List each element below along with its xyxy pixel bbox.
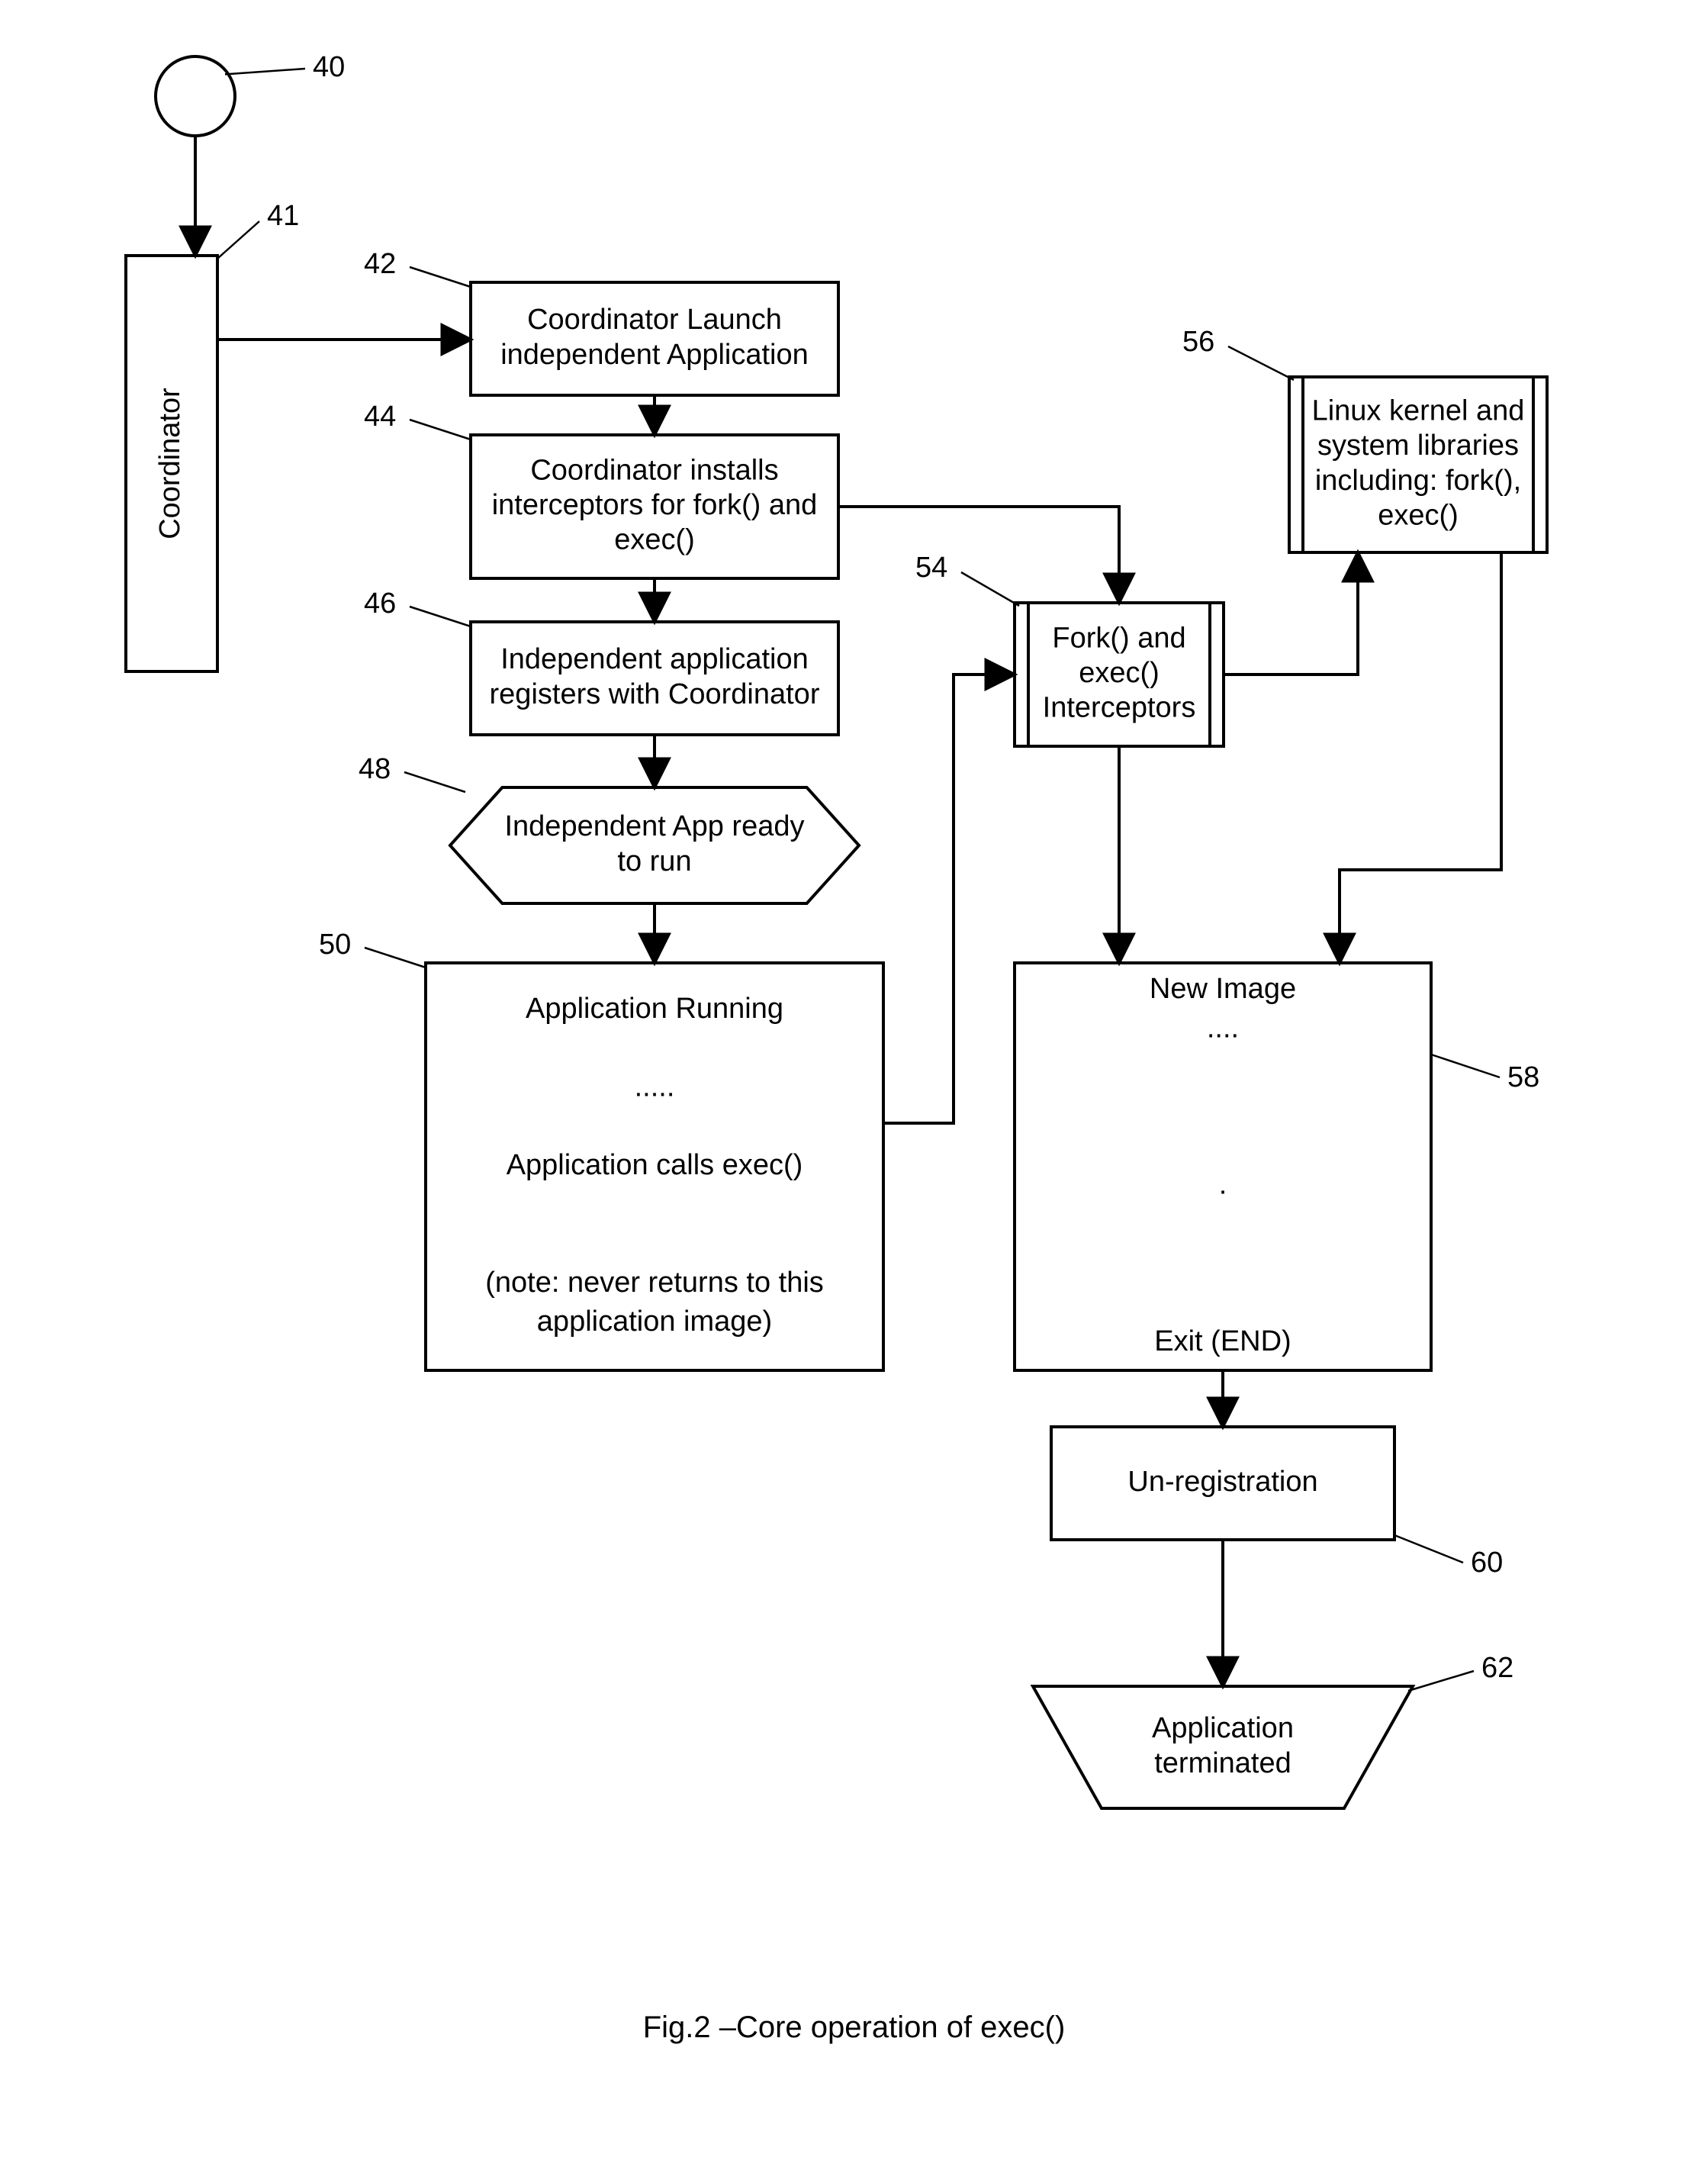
svg-text:60: 60 [1471,1547,1503,1579]
svg-text:(note: never returns to this: (note: never returns to this [485,1267,824,1299]
svg-text:42: 42 [364,248,396,280]
svg-text:independent Application: independent Application [500,339,809,371]
svg-text:Application: Application [1152,1712,1294,1744]
svg-text:....: .... [1207,1012,1239,1044]
svg-text:registers with Coordinator: registers with Coordinator [490,678,820,710]
svg-text:48: 48 [359,753,391,785]
svg-text:Exit (END): Exit (END) [1154,1325,1291,1357]
svg-text:exec(): exec() [1079,657,1160,689]
svg-text:.....: ..... [635,1071,675,1103]
svg-text:Fork() and: Fork() and [1052,622,1185,654]
svg-text:Interceptors: Interceptors [1043,692,1196,724]
svg-text:Coordinator: Coordinator [154,388,186,539]
svg-text:exec(): exec() [1378,499,1459,531]
svg-text:Fig.2 –Core operation of exec(: Fig.2 –Core operation of exec() [643,2011,1066,2044]
svg-text:Application calls exec(): Application calls exec() [507,1149,803,1181]
svg-text:Application Running: Application Running [526,993,783,1025]
svg-text:system libraries: system libraries [1317,430,1519,462]
svg-text:exec(): exec() [614,524,695,556]
svg-text:Coordinator installs: Coordinator installs [530,454,778,486]
svg-text:Coordinator Launch: Coordinator Launch [527,304,782,336]
svg-text:Independent application: Independent application [500,643,809,675]
svg-text:.: . [1219,1169,1227,1201]
svg-text:Independent App ready: Independent App ready [504,810,804,842]
svg-text:interceptors for fork() and: interceptors for fork() and [492,489,818,521]
svg-text:application image): application image) [537,1306,772,1338]
svg-text:58: 58 [1507,1061,1539,1093]
svg-text:including: fork(),: including: fork(), [1315,465,1521,497]
svg-text:Un-registration: Un-registration [1127,1466,1317,1498]
svg-text:41: 41 [267,200,299,232]
svg-text:54: 54 [915,552,947,584]
svg-text:to run: to run [617,845,691,877]
svg-text:Linux kernel and: Linux kernel and [1312,395,1525,427]
svg-text:56: 56 [1182,326,1214,358]
svg-text:62: 62 [1481,1652,1513,1684]
svg-text:44: 44 [364,401,396,433]
svg-text:50: 50 [319,929,351,961]
svg-text:New Image: New Image [1150,973,1296,1005]
svg-text:terminated: terminated [1154,1747,1291,1779]
svg-text:40: 40 [313,51,345,83]
svg-text:46: 46 [364,588,396,620]
